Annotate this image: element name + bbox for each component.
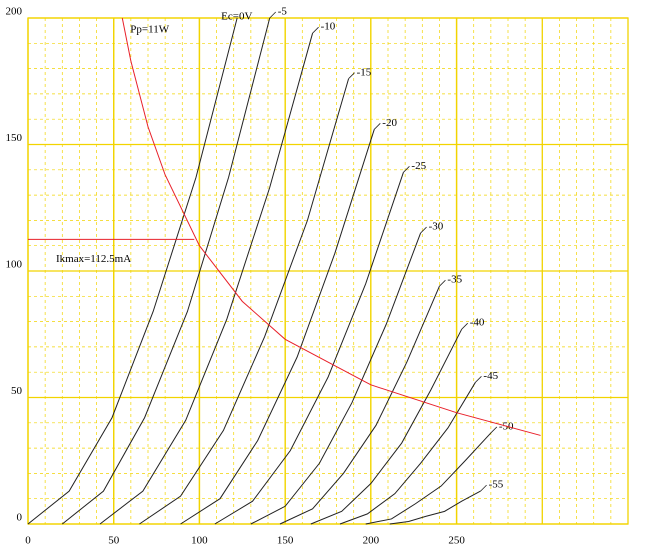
leader bbox=[269, 11, 276, 19]
leader bbox=[348, 72, 355, 80]
curve bbox=[139, 78, 350, 525]
curve-label: -15 bbox=[357, 66, 372, 78]
curve bbox=[365, 432, 492, 525]
leader bbox=[475, 376, 482, 383]
x-tick-label: 100 bbox=[191, 535, 208, 547]
curve bbox=[180, 129, 375, 525]
curve bbox=[389, 490, 481, 525]
curve-label: Pp=11W bbox=[130, 24, 169, 36]
curve bbox=[250, 232, 422, 525]
curve-label: -25 bbox=[411, 160, 426, 172]
x-tick-label: 0 bbox=[25, 535, 31, 547]
curve bbox=[214, 172, 404, 525]
leader bbox=[420, 226, 427, 234]
curve-label: Ec=0V bbox=[221, 11, 252, 23]
leader bbox=[403, 166, 410, 173]
curve bbox=[61, 17, 271, 525]
curve bbox=[279, 285, 440, 525]
y-tick-label: 50 bbox=[11, 385, 23, 397]
curve bbox=[339, 382, 476, 525]
leader bbox=[480, 484, 487, 492]
leader bbox=[461, 322, 468, 330]
y-tick-label: 150 bbox=[6, 132, 23, 144]
leader bbox=[374, 123, 381, 130]
curve-label: -20 bbox=[382, 117, 397, 129]
curve-label: -40 bbox=[470, 317, 485, 329]
curve-label: -10 bbox=[321, 21, 336, 33]
curve-label: -30 bbox=[429, 221, 444, 233]
curve-label: -35 bbox=[447, 274, 462, 286]
curve bbox=[121, 17, 541, 436]
leader bbox=[312, 26, 319, 34]
curve-label: -45 bbox=[483, 370, 498, 382]
y-tick-label: 0 bbox=[17, 512, 23, 524]
curve-label: Ikmax=112.5mA bbox=[56, 253, 131, 265]
leader bbox=[439, 279, 446, 287]
x-tick-label: 50 bbox=[108, 535, 120, 547]
x-tick-label: 150 bbox=[277, 535, 294, 547]
leader bbox=[490, 426, 498, 434]
curve bbox=[99, 33, 314, 525]
y-tick-label: 200 bbox=[6, 6, 23, 18]
curve-label: -5 bbox=[278, 6, 288, 18]
curve bbox=[310, 328, 463, 525]
y-tick-label: 100 bbox=[6, 259, 23, 271]
x-tick-label: 250 bbox=[448, 535, 465, 547]
curve-label: -55 bbox=[489, 479, 504, 491]
x-tick-label: 200 bbox=[363, 535, 380, 547]
curve bbox=[27, 17, 238, 525]
